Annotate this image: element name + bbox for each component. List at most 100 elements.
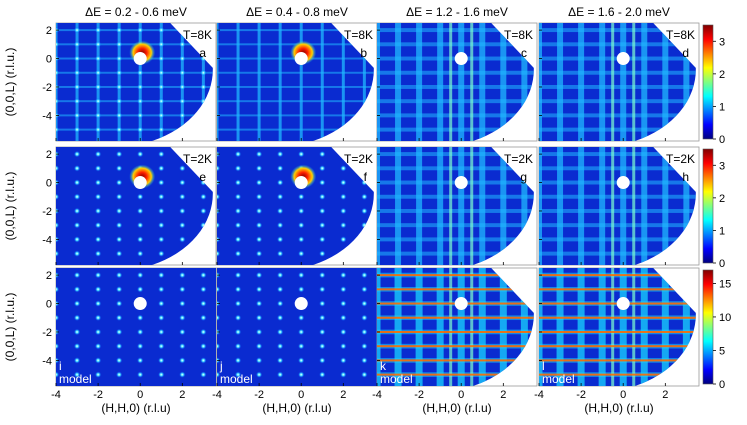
bragg-spot [179,286,186,293]
bragg-spot [319,236,326,243]
colorbar-tick-label: 10 [719,312,731,324]
bragg-spot [94,179,102,186]
rod-vertical [341,23,345,141]
panel-letter: g [520,170,527,184]
bragg-spot [158,179,165,186]
rod-horizontal [56,71,213,74]
bragg-spot [115,83,123,91]
map-background [56,147,213,265]
bragg-spot [158,150,165,158]
rod-horizontal [217,29,374,32]
bragg-spot [179,221,186,229]
bragg-spot [361,286,368,293]
bragg-spot [361,314,368,321]
rod-vertical [599,147,606,265]
bragg-spot [115,271,123,279]
bragg-spot [158,300,165,307]
bragg-spot [179,83,186,91]
rod-hot [539,330,696,333]
bragg-spot [217,193,221,200]
bragg-spot [234,300,242,307]
bragg-spot [115,328,123,336]
panel-letter: b [360,46,367,60]
bragg-spot [137,150,144,158]
bragg-spot [319,300,326,307]
bragg-spot [137,314,144,321]
bragg-spot [179,357,186,364]
bragg-spot [158,69,165,76]
bragg-spot [217,371,221,378]
bragg-spot [200,271,207,279]
rod-hot [539,316,696,319]
rod-horizontal [377,28,534,33]
bragg-spot [115,250,123,257]
panel-c [376,22,538,142]
x-tick-label: -2 [93,389,103,401]
bragg-spot [56,97,60,105]
bragg-spot [94,126,102,133]
rod-horizontal [539,251,696,256]
bragg-spot [179,328,186,336]
rod-hot [377,330,534,333]
bragg-spot [234,314,242,321]
column-title: ΔE = 1.2 - 1.6 meV [406,5,508,19]
rod-vertical [599,23,606,141]
bragg-spot [298,342,305,350]
beam-stop [294,297,308,311]
x-axis-label: (H,H,0) (r.l.u) [584,401,653,415]
bragg-spot [94,314,102,321]
rod-horizontal [217,100,374,103]
bragg-spot [298,236,305,243]
bragg-spot [158,342,165,350]
bragg-spot [158,55,165,62]
rod-vertical [362,23,366,141]
rod-horizontal [217,114,374,117]
x-tick-label: -4 [534,389,544,401]
bragg-spot [56,236,60,243]
panel-letter: c [521,46,527,60]
bragg-spot [319,342,326,350]
x-tick-label: 2 [340,389,346,401]
bragg-spot [115,342,123,350]
rod-vertical [539,23,542,141]
bragg-spot [200,328,207,336]
bragg-spot [94,83,102,91]
bragg-spot [73,328,81,336]
bragg-spot [56,55,60,62]
panel-map [539,23,696,141]
rod-core [632,23,636,141]
bragg-spot [255,193,263,200]
rod-vertical [377,268,381,386]
bragg-spot [179,207,186,215]
rod-vertical [620,23,627,141]
bragg-spot [73,150,81,158]
bragg-spot [361,193,368,200]
bragg-spot [56,41,60,48]
rod-vertical [416,23,423,141]
bragg-spot [179,271,186,279]
bragg-spot [298,221,305,229]
rod-vertical [620,147,627,265]
bragg-spot [56,286,60,293]
rod-vertical [683,23,690,141]
rod-vertical [641,147,648,265]
rod-horizontal [539,84,696,89]
bragg-spot [115,371,123,378]
rod-core [632,147,636,265]
bragg-spot [94,371,102,378]
rod-core [449,23,453,141]
panel-letter: l [542,359,545,373]
bragg-spot [298,193,305,200]
bragg-spot [73,41,81,48]
panel-letter: a [199,46,206,60]
rod-vertical [457,268,465,386]
bragg-spot [115,314,123,321]
rod-horizontal [56,85,213,88]
panel-h [538,146,700,266]
bragg-spot [179,97,186,105]
temperature-label: T=2K [504,152,533,166]
x-tick-label: -2 [576,389,586,401]
bragg-spot [56,221,60,229]
bragg-spot [179,55,186,62]
